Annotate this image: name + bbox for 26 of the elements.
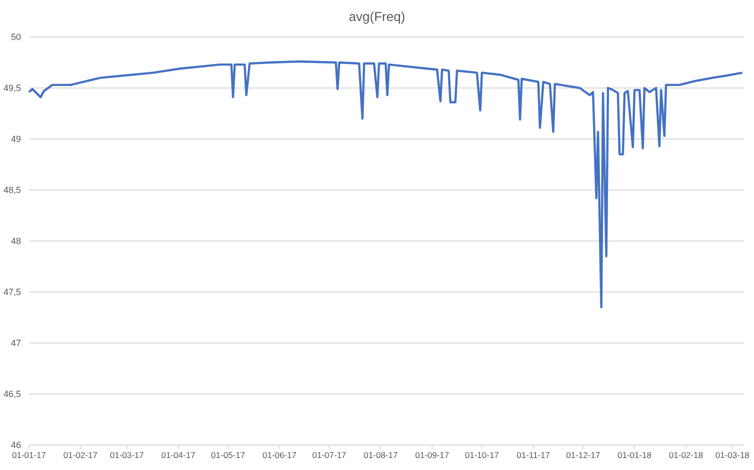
x-tick-label: 01-07-17 [312,450,347,460]
x-tick-label: 01-02-17 [63,450,98,460]
x-tick-label: 01-03-17 [110,450,144,460]
line-series [28,60,744,308]
x-tick-label: 01-12-17 [566,450,600,460]
x-tick-label: 01-01-18 [617,450,652,460]
y-tick-label: 47 [10,338,21,348]
y-tick-label: 46 [10,440,21,450]
y-tick-label: 49 [10,134,21,144]
x-tick-label: 01-10-17 [464,450,500,460]
y-tick-label: 48 [10,236,21,246]
x-tick-label: 01-06-17 [262,450,297,460]
x-tick-label: 01-11-17 [516,450,550,460]
x-tick-label: 01-08-17 [364,450,398,460]
x-tick-label: 01-03-18 [715,450,750,460]
y-tick-label: 46,5 [3,388,21,399]
y-tick-label: 47,5 [3,286,21,297]
x-tick-label: 01-04-17 [161,450,196,460]
x-tick-label: 01-02-18 [668,450,704,460]
y-tick-label: 49,5 [3,82,21,93]
x-tick-label: 01-05-17 [211,450,246,460]
x-tick-label: 01-01-17 [12,450,46,460]
y-tick-label: 48,5 [3,184,21,195]
x-tick-label: 01-09-17 [415,450,450,460]
chart-title: avg(Freq) [348,9,406,24]
y-tick-label: 50 [10,32,21,42]
